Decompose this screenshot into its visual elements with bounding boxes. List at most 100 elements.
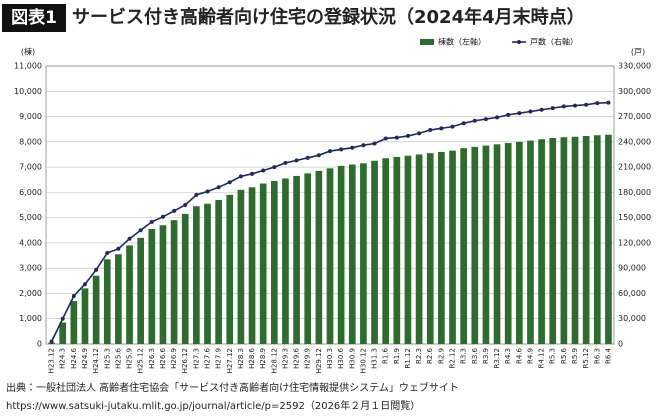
bar xyxy=(248,187,256,344)
x-tick-label: R2.9 xyxy=(437,348,445,364)
source: 出典：一般社団法人 高齢者住宅協会「サービス付き高齢者向け住宅情報提供システム」… xyxy=(6,381,459,394)
bar xyxy=(493,144,501,344)
bar xyxy=(538,139,545,344)
line-point xyxy=(339,147,344,152)
line-point xyxy=(194,192,199,197)
badge-bg xyxy=(2,4,66,32)
line-point xyxy=(205,189,210,194)
bar xyxy=(337,165,345,344)
x-tick-label: H25.3 xyxy=(103,348,111,369)
line-point xyxy=(305,155,310,160)
line-point xyxy=(472,118,477,123)
x-tick-label: H30.6 xyxy=(337,347,345,368)
bar xyxy=(348,164,356,344)
bar xyxy=(237,189,245,344)
x-tick-label: R3.3 xyxy=(460,348,468,364)
bar xyxy=(382,158,390,344)
bar xyxy=(59,322,67,344)
x-tick-label: R5.6 xyxy=(560,347,568,364)
bar xyxy=(148,229,156,344)
y2ticks-label: 0 xyxy=(618,340,623,349)
x-tick-label: H24.9 xyxy=(81,348,89,369)
bar xyxy=(315,170,323,344)
bar xyxy=(515,141,523,344)
x-tick-label: H26.12 xyxy=(181,348,189,373)
line-point xyxy=(461,121,466,126)
x-tick-label: H25.6 xyxy=(114,347,122,368)
x-tick-label: H29.9 xyxy=(304,348,312,369)
y-unit: (棟) xyxy=(21,47,35,57)
line-point xyxy=(216,185,221,190)
line-point xyxy=(394,135,399,140)
legend-label: 戸数（右軸） xyxy=(530,37,578,47)
line-point xyxy=(94,267,99,272)
bar xyxy=(159,225,167,344)
bar xyxy=(504,143,512,344)
bar xyxy=(415,154,423,344)
y2ticks-label: 60,000 xyxy=(618,289,646,298)
x-tick-label: H29.3 xyxy=(281,348,289,369)
yticks-label: 3,000 xyxy=(19,264,42,273)
line-point xyxy=(60,316,65,321)
bar xyxy=(103,259,111,344)
x-tick-label: R5.3 xyxy=(549,348,557,364)
x-tick-label: H28.9 xyxy=(259,348,267,369)
line-point xyxy=(294,158,299,163)
x-tick-label: H28.6 xyxy=(248,347,256,368)
line-point xyxy=(428,128,433,133)
bar xyxy=(270,180,278,344)
line-point xyxy=(528,109,533,114)
bar xyxy=(193,206,200,344)
x-tick-label: H26.9 xyxy=(170,348,178,369)
bar xyxy=(460,148,467,344)
yticks-label: 4,000 xyxy=(19,238,42,247)
line-point xyxy=(372,141,377,146)
line-point xyxy=(127,236,132,241)
source-url: https://www.satsuki-jutaku.mlit.go.jp/jo… xyxy=(6,399,420,412)
yticks-label: 8,000 xyxy=(19,137,42,146)
bar xyxy=(393,156,401,344)
line-point xyxy=(172,208,177,213)
x-tick-label: H30.3 xyxy=(326,348,334,369)
line-point xyxy=(71,293,76,298)
x-tick-label: H27.9 xyxy=(215,348,223,369)
x-tick-label: R5.9 xyxy=(571,348,579,364)
bar xyxy=(549,138,557,344)
x-tick-label: R6.3 xyxy=(593,348,601,364)
legend-swatch xyxy=(517,40,521,44)
y2ticks-label: 240,000 xyxy=(618,137,651,146)
bar xyxy=(70,301,78,344)
line-point xyxy=(272,165,277,170)
bar xyxy=(582,136,590,344)
line-point xyxy=(417,131,422,136)
badge: 図表1 xyxy=(11,7,57,28)
line-point xyxy=(227,180,232,185)
yticks-label: 0 xyxy=(37,340,42,349)
bar xyxy=(126,245,133,344)
y2ticks-label: 330,000 xyxy=(618,62,651,71)
bar xyxy=(115,254,122,344)
x-tick-label: H26.6 xyxy=(159,347,167,368)
x-tick-label: H28.3 xyxy=(237,348,245,369)
x-tick-label: H30.12 xyxy=(359,348,367,373)
x-tick-label: H24.3 xyxy=(59,348,67,369)
bar xyxy=(593,135,601,344)
bar xyxy=(449,150,456,344)
line-point xyxy=(450,124,455,129)
x-tick-label: R3.12 xyxy=(493,348,501,368)
x-tick-label: R4.3 xyxy=(504,348,512,364)
y2-unit: (戸) xyxy=(631,48,645,57)
y2ticks-label: 30,000 xyxy=(618,314,646,323)
line-point xyxy=(361,143,366,148)
bar xyxy=(438,151,445,344)
x-tick-label: R2.12 xyxy=(449,348,457,368)
line-point xyxy=(550,106,555,111)
line-point xyxy=(439,126,444,131)
bar xyxy=(204,203,211,344)
x-tick-label: R4.12 xyxy=(538,348,546,368)
line-point xyxy=(328,149,332,154)
line-point xyxy=(561,104,566,109)
yticks-label: 10,000 xyxy=(14,87,42,96)
line-point xyxy=(49,339,54,344)
y2ticks-label: 120,000 xyxy=(618,238,651,247)
